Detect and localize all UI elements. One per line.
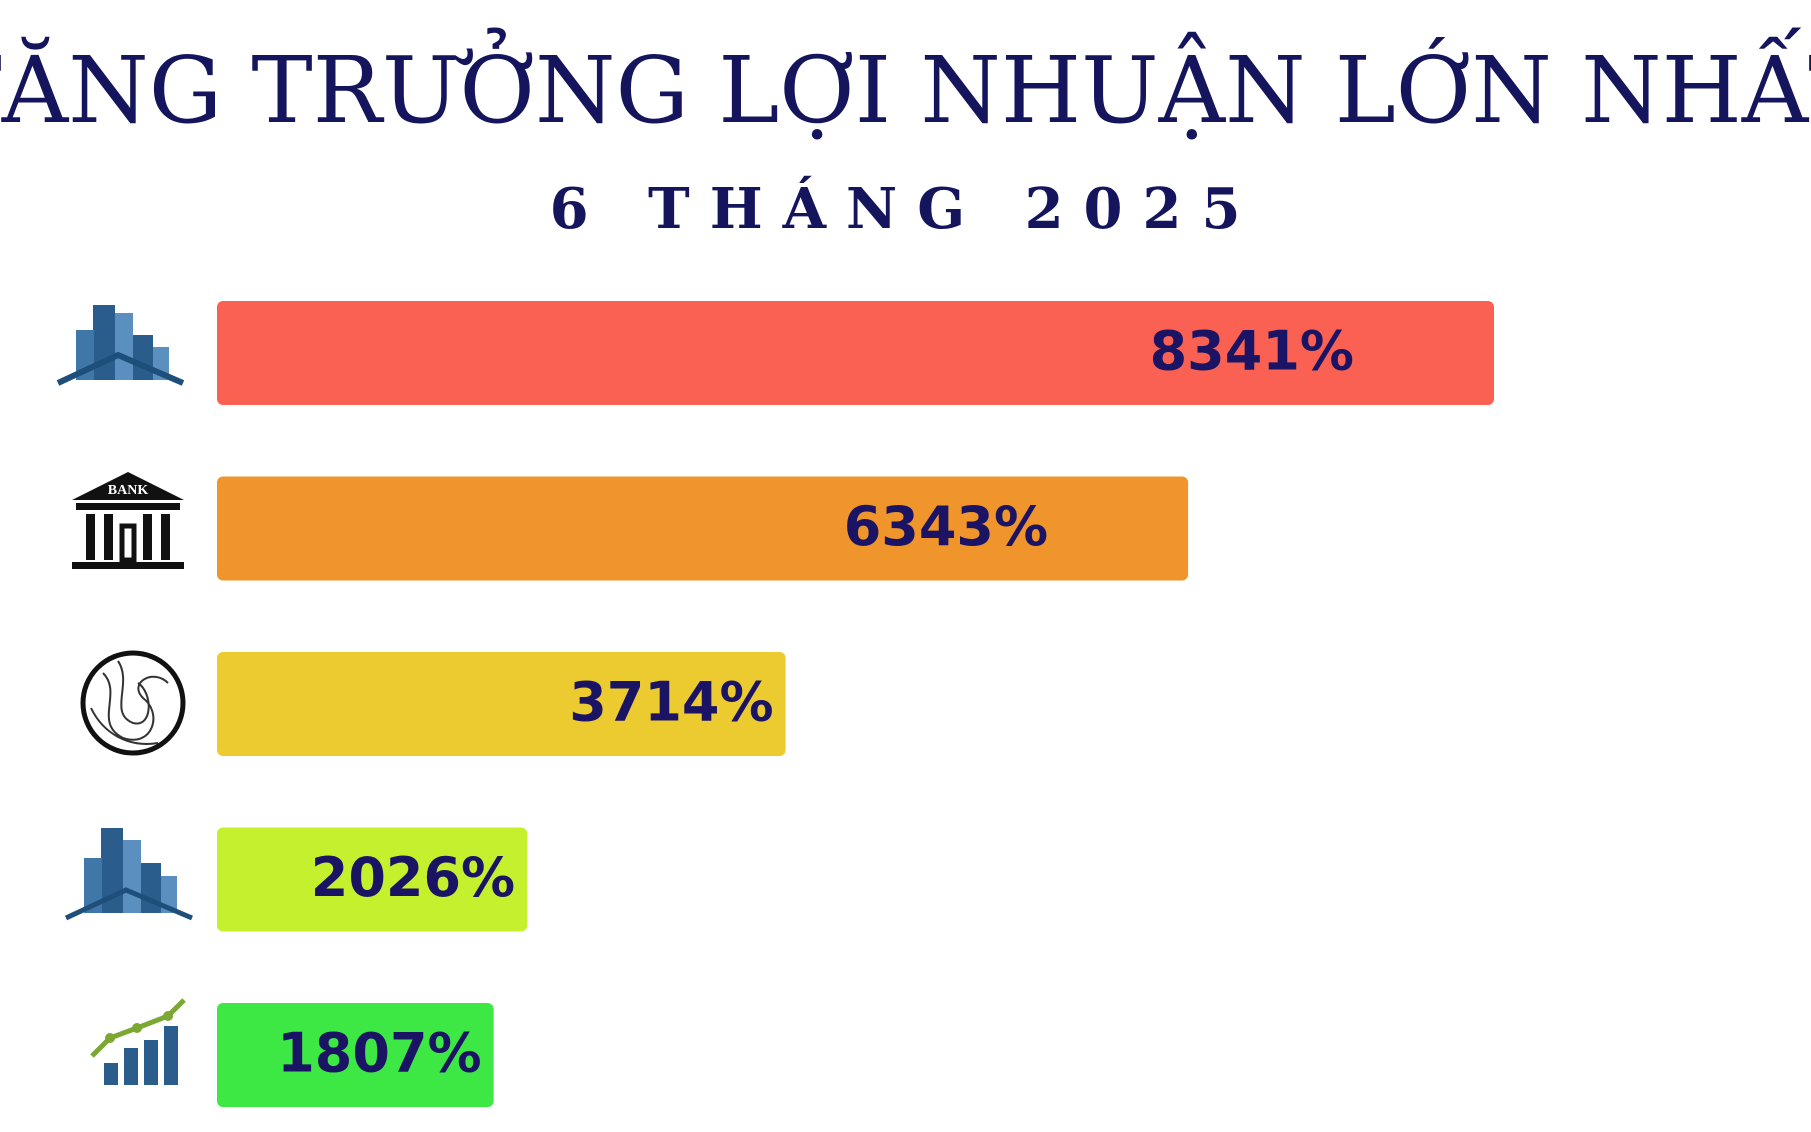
value-label: 3714%: [569, 671, 773, 734]
icon-growth: [90, 998, 186, 1085]
value-label: 6343%: [844, 495, 1048, 558]
icon-label: BANK: [108, 483, 149, 498]
icon-buildings: [64, 828, 193, 921]
bar: [217, 476, 1189, 581]
bar: [217, 652, 786, 756]
bar: [217, 301, 1494, 405]
icon-bank: BANK: [72, 472, 184, 569]
icon-wood: [80, 650, 186, 756]
bar: [217, 1003, 494, 1107]
value-label: 2026%: [311, 846, 515, 909]
icon-buildings: [56, 305, 185, 386]
chart-title: TĂNG TRƯỞNG LỢI NHUẬN LỚN NHẤT: [0, 27, 1811, 144]
value-label: 1807%: [277, 1022, 481, 1085]
chart-subtitle: 6 THÁNG 2025: [550, 176, 1261, 242]
value-label: 8341%: [1150, 320, 1354, 383]
bar: [217, 827, 528, 932]
